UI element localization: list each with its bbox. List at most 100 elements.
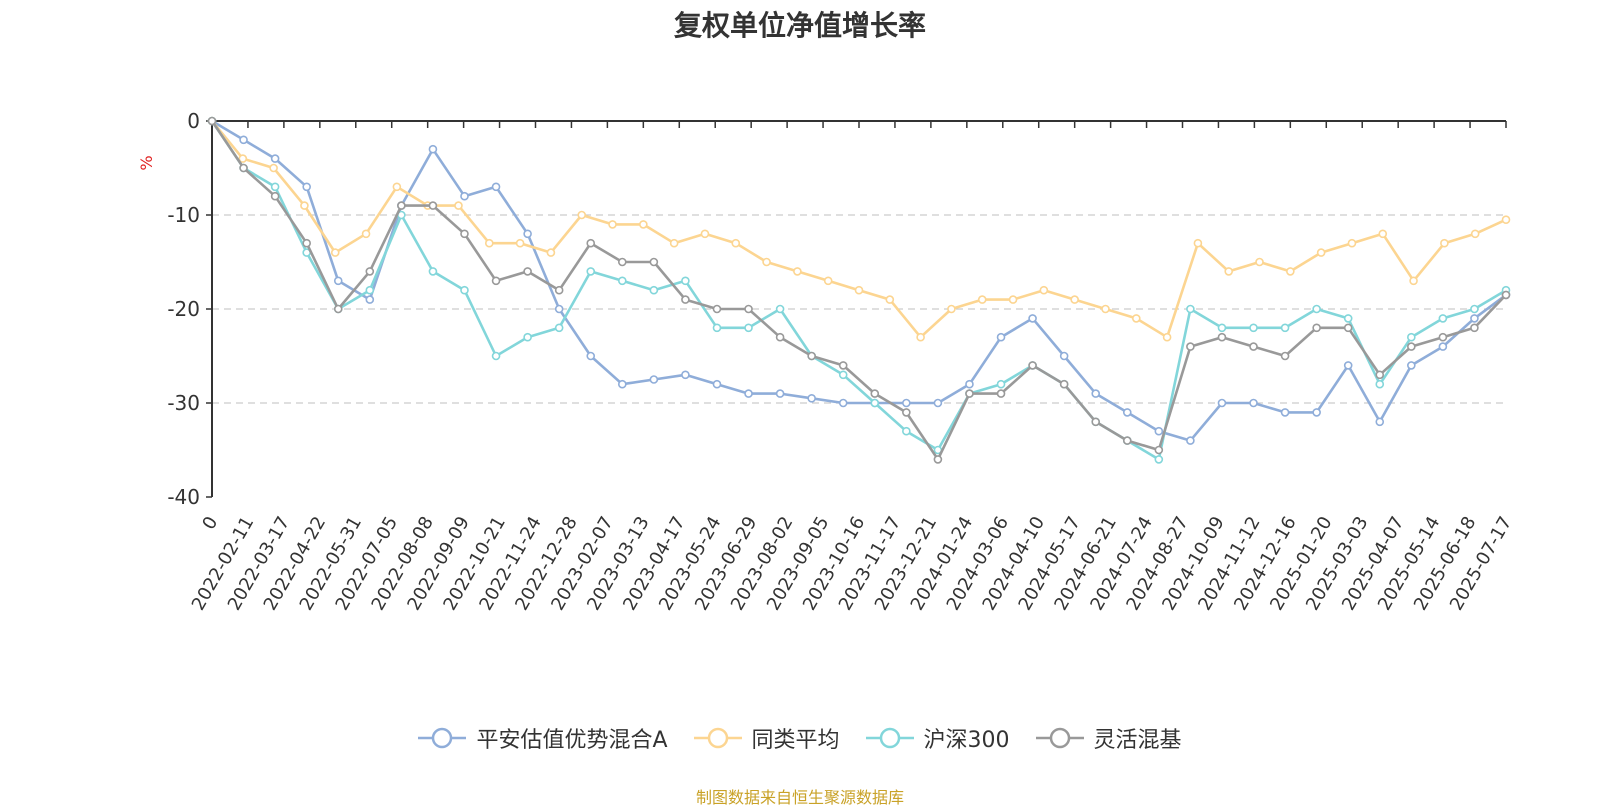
- data-point: [996, 379, 1006, 389]
- data-point: [902, 408, 911, 417]
- data-point: [807, 393, 816, 403]
- data-point: [460, 191, 469, 201]
- data-point: [977, 295, 987, 304]
- data-point: [1343, 314, 1353, 323]
- data-point: [515, 238, 525, 248]
- data-point: [1501, 215, 1511, 224]
- data-point: [681, 276, 690, 286]
- data-point: [1286, 267, 1295, 276]
- data-point: [870, 398, 880, 408]
- legend-swatch-icon: [693, 727, 742, 749]
- data-point: [712, 304, 722, 314]
- legend-swatch-icon: [1035, 727, 1084, 749]
- data-point: [681, 370, 690, 380]
- data-point: [365, 285, 375, 295]
- data-point: [1375, 417, 1385, 427]
- data-point: [1154, 455, 1164, 464]
- data-point: [1470, 229, 1480, 239]
- series-line: [210, 120, 1507, 461]
- data-point: [838, 361, 848, 370]
- data-point: [239, 135, 248, 145]
- data-point: [1407, 332, 1416, 342]
- legend-item[interactable]: 同类平均: [693, 722, 840, 754]
- data-point: [1028, 361, 1037, 370]
- legend-item[interactable]: 平安估值优势混合A: [418, 722, 668, 754]
- data-point: [546, 248, 556, 257]
- data-point: [947, 304, 956, 314]
- data-point: [1438, 314, 1448, 323]
- grid-lines: [212, 214, 1506, 404]
- legend-label: 灵活混基: [1093, 728, 1182, 753]
- y-tick-label: -40: [167, 485, 200, 509]
- legend-item[interactable]: 灵活混基: [1035, 722, 1182, 754]
- data-point: [838, 370, 848, 380]
- data-point: [744, 389, 753, 398]
- series-3: [207, 116, 1511, 464]
- data-point: [1154, 426, 1164, 436]
- data-point: [1375, 379, 1385, 389]
- y-tick-label: -20: [167, 297, 200, 321]
- series-0: [207, 116, 1511, 445]
- source-note: 制图数据来自恒生聚源数据库: [695, 788, 904, 807]
- data-point: [1186, 436, 1195, 445]
- data-point: [775, 332, 785, 342]
- data-point: [586, 238, 596, 248]
- data-point: [885, 295, 895, 304]
- data-point: [933, 455, 943, 464]
- legend-label: 同类平均: [751, 728, 840, 753]
- data-point: [1122, 408, 1132, 417]
- data-point: [1438, 342, 1448, 351]
- legend-item[interactable]: 沪深300: [865, 722, 1010, 754]
- data-point: [554, 285, 564, 295]
- data-point: [428, 267, 438, 276]
- data-point: [484, 238, 494, 248]
- legend: 平安估值优势混合A 同类平均 沪深300 灵活混基: [0, 722, 1600, 754]
- data-point: [207, 116, 217, 126]
- data-point: [1280, 408, 1290, 417]
- legend-swatch-icon: [418, 727, 467, 749]
- data-point: [270, 182, 280, 192]
- data-point: [712, 379, 722, 389]
- data-point: [1217, 323, 1227, 333]
- data-point: [491, 182, 501, 192]
- data-point: [1343, 323, 1353, 333]
- data-point: [460, 285, 469, 295]
- data-point: [300, 201, 309, 210]
- data-point: [1059, 379, 1069, 389]
- series-lines: [207, 116, 1511, 464]
- data-point: [460, 229, 469, 239]
- data-point: [1224, 267, 1234, 276]
- data-point: [965, 379, 974, 389]
- data-point: [996, 389, 1006, 398]
- legend-swatch-icon: [865, 727, 914, 749]
- data-point: [454, 201, 463, 210]
- data-point: [1186, 304, 1195, 314]
- data-point: [1070, 295, 1079, 304]
- data-point: [586, 351, 596, 361]
- y-tick-label: 0: [187, 109, 200, 133]
- data-point: [1193, 238, 1203, 248]
- data-point: [1131, 314, 1141, 323]
- data-point: [238, 154, 248, 163]
- data-point: [793, 267, 802, 276]
- data-point: [731, 238, 741, 248]
- data-point: [933, 398, 943, 408]
- x-axis-tick-labels: 02022-02-112022-03-172022-04-222022-05-3…: [188, 513, 1517, 614]
- data-point: [617, 379, 627, 389]
- data-point: [397, 201, 406, 210]
- data-point: [1312, 323, 1321, 333]
- y-tick-label: -30: [167, 391, 200, 415]
- data-point: [807, 351, 816, 361]
- data-point: [491, 276, 501, 286]
- data-point: [577, 210, 587, 220]
- data-point: [775, 389, 785, 398]
- data-point: [1375, 370, 1385, 380]
- data-point: [669, 238, 679, 248]
- data-point: [762, 257, 771, 267]
- data-point: [617, 276, 627, 286]
- data-point: [870, 389, 880, 398]
- data-point: [1312, 408, 1321, 417]
- data-point: [1501, 290, 1511, 300]
- y-axis-tick-labels: 0 -10 -20 -30 -40: [167, 109, 200, 509]
